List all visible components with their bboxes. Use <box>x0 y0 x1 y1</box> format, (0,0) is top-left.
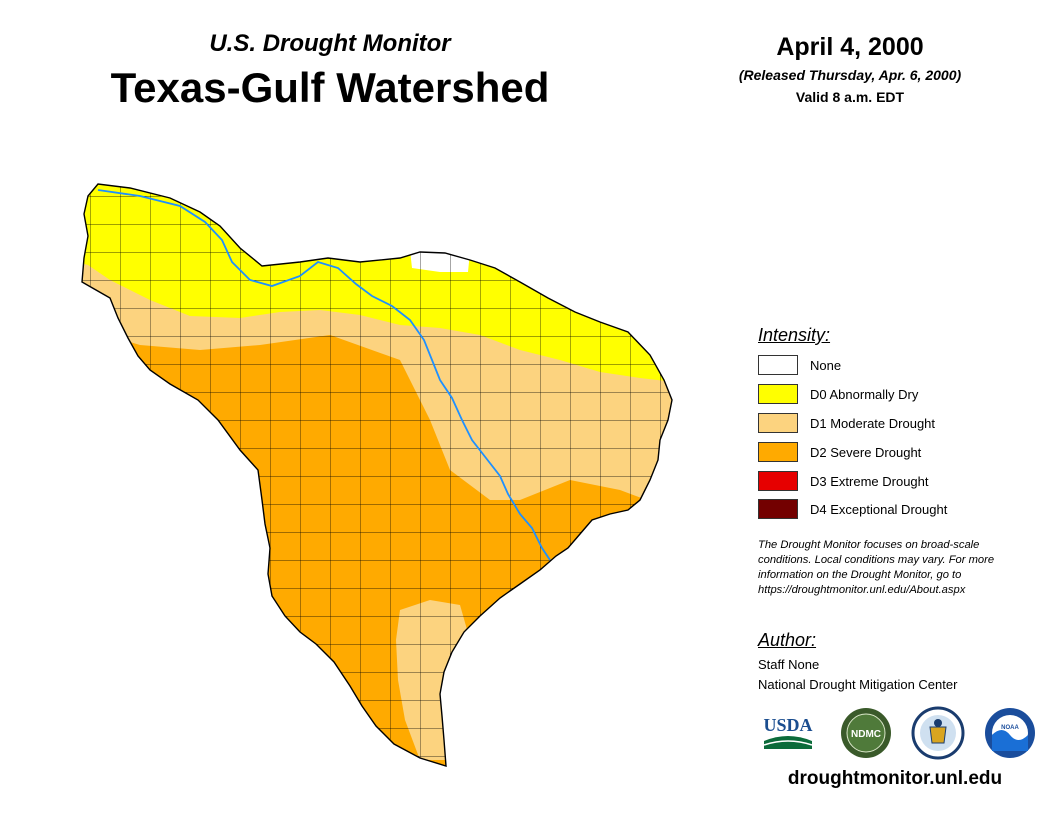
disclaimer-line: conditions. Local conditions may vary. F… <box>758 554 995 566</box>
legend-label: None <box>810 357 842 373</box>
ndmc-logo-text: NDMC <box>851 729 881 740</box>
disclaimer-text: The Drought Monitor focuses on broad-sca… <box>758 538 1048 598</box>
legend-swatch <box>758 355 798 375</box>
disclaimer-link[interactable]: https://droughtmonitor.unl.edu/About.asp… <box>758 584 966 596</box>
county-boundaries <box>82 184 672 766</box>
valid-time: Valid 8 a.m. EDT <box>795 89 905 105</box>
usda-logo-text: USDA <box>763 715 812 735</box>
legend-label: D2 Severe Drought <box>810 444 922 460</box>
legend-label: D0 Abnormally Dry <box>810 386 919 402</box>
noaa-logo-icon: NOAA <box>985 708 1035 758</box>
map-subtitle: U.S. Drought Monitor <box>209 30 451 57</box>
legend-label: D3 Extreme Drought <box>810 473 929 489</box>
drought-map <box>81 183 673 767</box>
author-name: Staff None <box>758 657 820 672</box>
website-link[interactable]: droughtmonitor.unl.edu <box>787 768 1003 789</box>
legend-item-d1: D1 Moderate Drought <box>758 412 935 434</box>
legend-item-none: None <box>758 354 841 376</box>
noaa-logo-text: NOAA <box>1001 725 1019 731</box>
map-date: April 4, 2000 <box>776 33 924 61</box>
legend-label: D1 Moderate Drought <box>810 415 936 431</box>
map-title: Texas-Gulf Watershed <box>110 64 550 111</box>
watershed-boundary <box>81 183 673 767</box>
ndmc-logo-icon: NDMC <box>841 708 891 758</box>
disclaimer-line: information on the Drought Monitor, go t… <box>758 569 962 581</box>
river-line <box>97 189 551 561</box>
department-of-commerce-logo-icon <box>911 706 965 760</box>
legend-item-d3: D3 Extreme Drought <box>758 470 929 492</box>
author-org: National Drought Mitigation Center <box>758 677 958 692</box>
legend-swatch <box>758 413 798 433</box>
usda-logo-icon: USDA <box>763 715 813 749</box>
legend-heading: Intensity: <box>758 325 831 345</box>
disclaimer-line: The Drought Monitor focuses on broad-sca… <box>758 539 980 551</box>
legend-item-d0: D0 Abnormally Dry <box>758 383 918 405</box>
release-date: (Released Thursday, Apr. 6, 2000) <box>738 67 962 83</box>
legend-swatch <box>758 384 798 404</box>
legend-label: D4 Exceptional Drought <box>810 501 948 517</box>
agency-logos: USDA NDMC NOAA <box>760 705 1035 765</box>
legend-item-d4: D4 Exceptional Drought <box>758 498 947 520</box>
legend-item-d2: D2 Severe Drought <box>758 441 921 463</box>
legend-swatch <box>758 442 798 462</box>
legend-swatch <box>758 499 798 519</box>
legend-swatch <box>758 471 798 491</box>
author-heading: Author: <box>758 630 817 650</box>
